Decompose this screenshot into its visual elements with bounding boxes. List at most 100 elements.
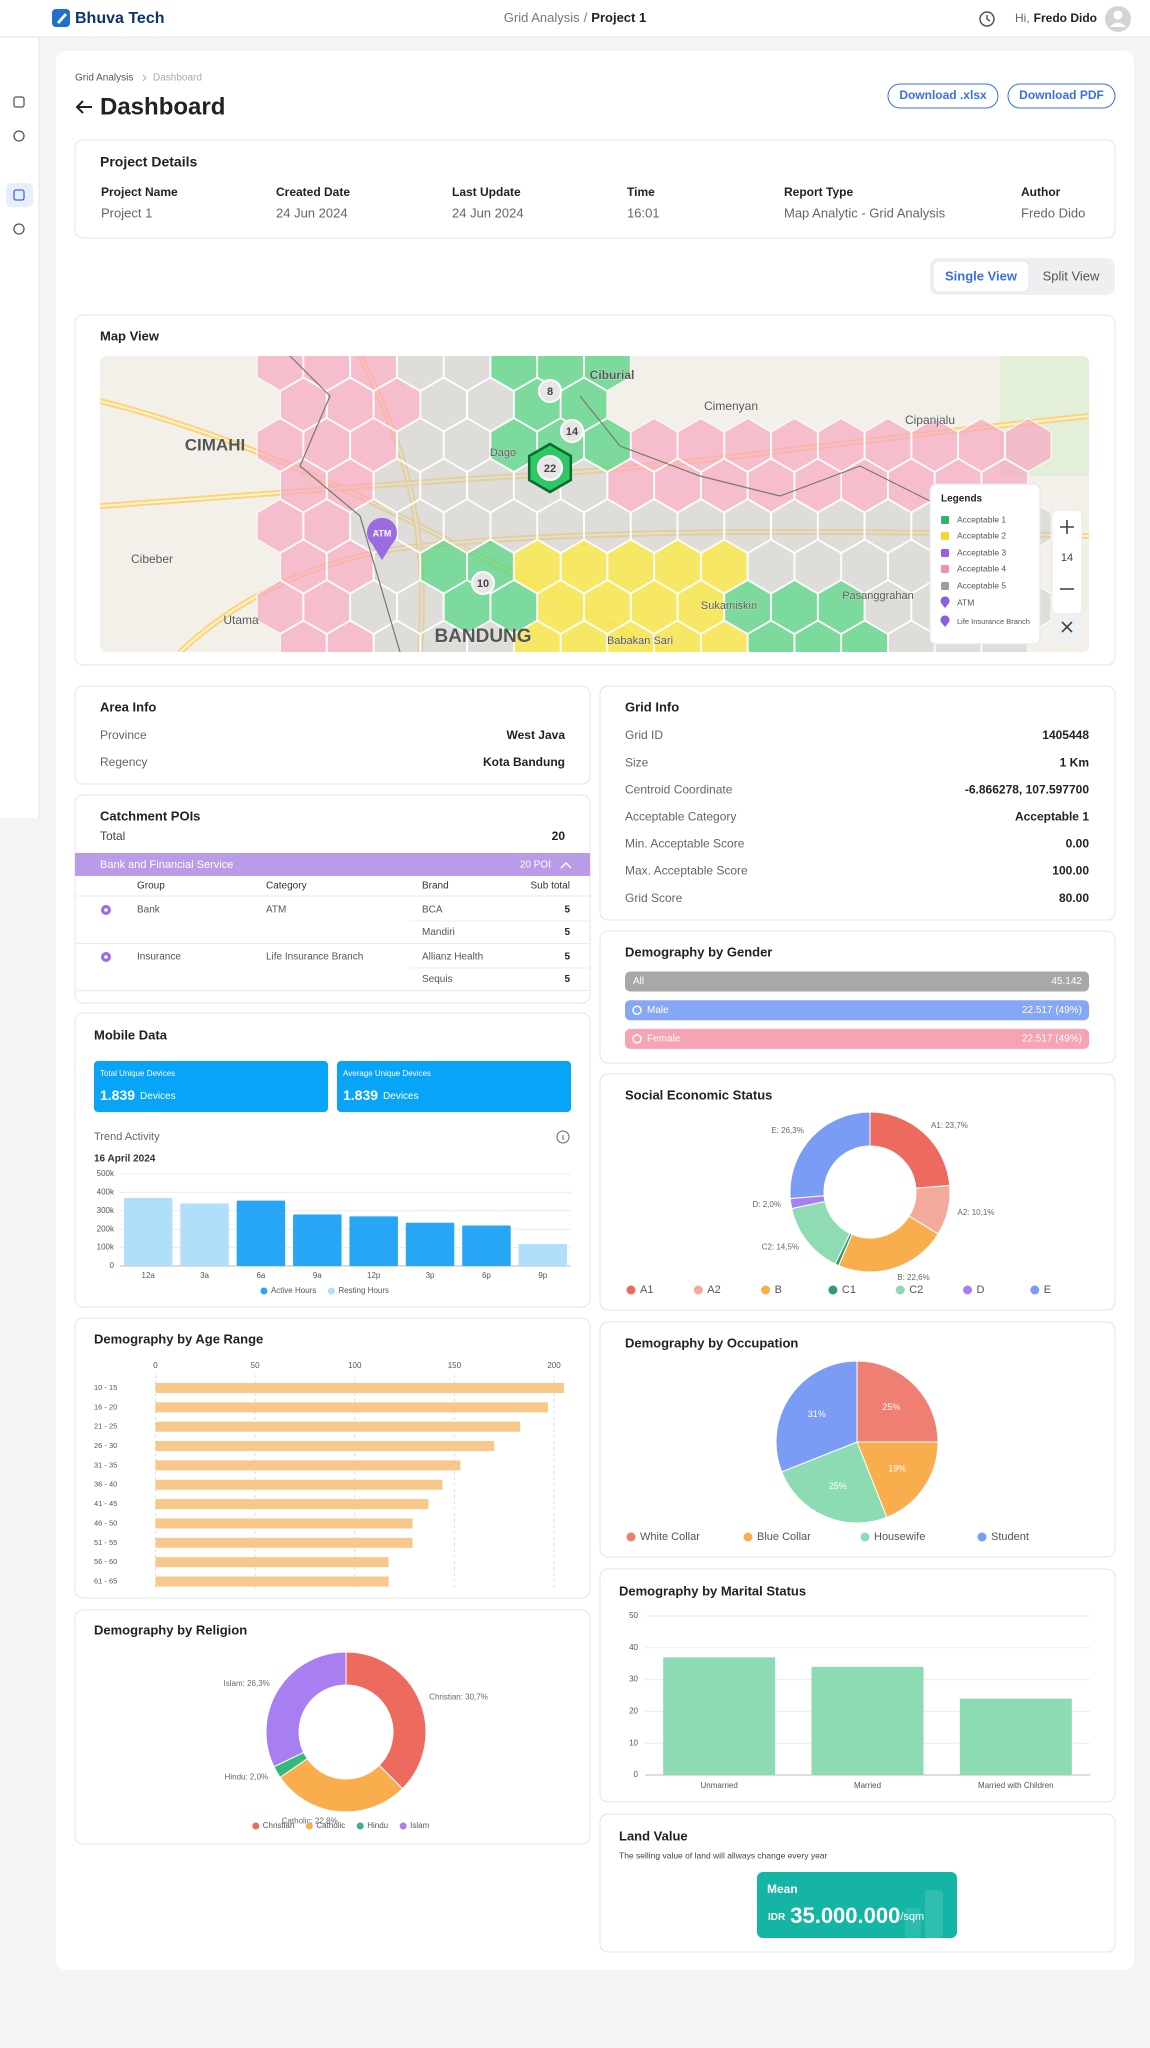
map-grid-cell[interactable] — [607, 539, 655, 594]
map-grid-cell[interactable] — [256, 579, 304, 635]
map-grid-cell[interactable] — [630, 498, 678, 554]
map-grid-cell[interactable] — [279, 377, 327, 432]
map-grid-cell[interactable] — [303, 338, 351, 392]
download-button[interactable] — [1007, 83, 1116, 109]
map-grid-cell[interactable] — [420, 539, 468, 594]
map-grid-cell[interactable] — [513, 539, 561, 594]
map-grid-cell[interactable] — [326, 539, 374, 594]
map-cluster[interactable] — [538, 379, 562, 403]
map-grid-cell[interactable] — [303, 579, 351, 635]
map-grid-cell[interactable] — [513, 620, 561, 674]
zoom-in[interactable] — [1060, 520, 1074, 534]
map-grid-cell[interactable] — [279, 458, 327, 513]
view-option[interactable]: Single View — [945, 268, 1018, 283]
map-grid-cell[interactable] — [490, 579, 538, 635]
map-poi-pin[interactable] — [367, 517, 398, 560]
map-grid-cell[interactable] — [490, 338, 538, 392]
map-grid-cell[interactable] — [583, 417, 631, 473]
download-button-label[interactable]: Download PDF — [1019, 88, 1104, 102]
map-grid-cell[interactable] — [279, 539, 327, 594]
map-grid-cell[interactable] — [817, 417, 865, 473]
map-grid-cell[interactable] — [817, 498, 865, 554]
sidebar-icon[interactable] — [13, 189, 25, 201]
map-grid-cell[interactable] — [490, 498, 538, 554]
map-grid-cell[interactable] — [420, 620, 468, 674]
map-grid-cell[interactable] — [396, 417, 444, 473]
map-grid-cell[interactable] — [724, 417, 772, 473]
map-grid-cell[interactable] — [373, 377, 421, 432]
map-grid-cell[interactable] — [677, 579, 725, 635]
map-grid-cell[interactable] — [350, 417, 397, 473]
map-grid-cell[interactable] — [326, 377, 374, 432]
map-grid-cell[interactable] — [724, 579, 772, 635]
map-grid-cell[interactable] — [794, 620, 842, 674]
map-grid-cell[interactable] — [537, 498, 584, 554]
map-grid-cell[interactable] — [350, 579, 397, 635]
map-grid-cell[interactable] — [279, 620, 327, 674]
map-grid-cell[interactable] — [537, 579, 584, 635]
map-grid-cell[interactable] — [677, 417, 725, 473]
map-grid-cell[interactable] — [396, 498, 444, 554]
poi-group-bar[interactable] — [75, 853, 590, 876]
map-grid-cell[interactable] — [771, 579, 818, 635]
map-cluster[interactable] — [560, 419, 584, 443]
map-grid-cell[interactable] — [467, 377, 514, 432]
map-grid-cell[interactable] — [630, 579, 678, 635]
map-grid-cell[interactable] — [1004, 417, 1052, 473]
map-grid-cell[interactable] — [700, 620, 748, 674]
map-grid-cell[interactable] — [467, 620, 514, 674]
sidebar-icon[interactable] — [13, 130, 25, 142]
map-grid-cell[interactable] — [771, 498, 818, 554]
download-button[interactable] — [887, 83, 999, 109]
map-grid-cell[interactable] — [350, 338, 397, 392]
map-grid-cell[interactable] — [700, 539, 748, 594]
download-button-label[interactable]: Download .xlsx — [899, 88, 987, 102]
map-grid-cell[interactable] — [607, 620, 655, 674]
map-grid-cell[interactable] — [420, 458, 468, 513]
map-grid-cell[interactable] — [887, 458, 935, 513]
map-grid-cell[interactable] — [583, 579, 631, 635]
map-grid-cell[interactable] — [396, 338, 444, 392]
map-grid-cell[interactable] — [256, 338, 304, 392]
map-grid-cell[interactable] — [303, 498, 351, 554]
history-icon[interactable] — [979, 11, 995, 27]
map-grid-cell[interactable] — [747, 539, 795, 594]
map-grid-cell[interactable] — [747, 458, 795, 513]
info-icon[interactable] — [556, 1130, 570, 1144]
map-grid-cell[interactable] — [583, 338, 631, 392]
map-grid-cell[interactable] — [396, 579, 444, 635]
map-cluster[interactable] — [471, 571, 495, 595]
map-cluster[interactable] — [537, 455, 563, 481]
map-grid-cell[interactable] — [771, 417, 818, 473]
map-grid-cell[interactable] — [373, 458, 421, 513]
map-grid-cell[interactable] — [373, 620, 421, 674]
map-grid-cell[interactable] — [654, 539, 701, 594]
map-grid-cell[interactable] — [467, 458, 514, 513]
map-grid-cell[interactable] — [747, 620, 795, 674]
map-grid-cell[interactable] — [841, 539, 888, 594]
back-arrow[interactable] — [75, 100, 92, 114]
map-grid-cell[interactable] — [443, 338, 491, 392]
map-grid-cell[interactable] — [630, 417, 678, 473]
map-grid-cell[interactable] — [958, 417, 1005, 473]
map-grid-cell[interactable] — [443, 498, 491, 554]
map-grid-cell[interactable] — [560, 539, 608, 594]
map-grid-cell[interactable] — [256, 498, 304, 554]
map-grid-cell[interactable] — [864, 417, 912, 473]
view-option[interactable]: Split View — [1043, 268, 1100, 283]
map-grid-cell[interactable] — [654, 620, 701, 674]
map-grid-cell[interactable] — [560, 620, 608, 674]
map-grid-cell[interactable] — [864, 498, 912, 554]
sidebar-icon[interactable] — [13, 223, 25, 235]
map-grid-cell[interactable] — [443, 417, 491, 473]
map-grid-cell[interactable] — [841, 620, 888, 674]
map-grid-cell[interactable] — [817, 579, 865, 635]
map-grid-cell[interactable] — [911, 417, 959, 473]
map-grid-cell[interactable] — [677, 498, 725, 554]
sidebar-icon[interactable] — [13, 96, 25, 108]
map-grid-cell[interactable] — [700, 458, 748, 513]
map-grid-cell[interactable] — [420, 377, 468, 432]
map-grid-cell[interactable] — [490, 417, 538, 473]
map-grid-cell[interactable] — [794, 539, 842, 594]
map-grid-cell[interactable] — [583, 498, 631, 554]
